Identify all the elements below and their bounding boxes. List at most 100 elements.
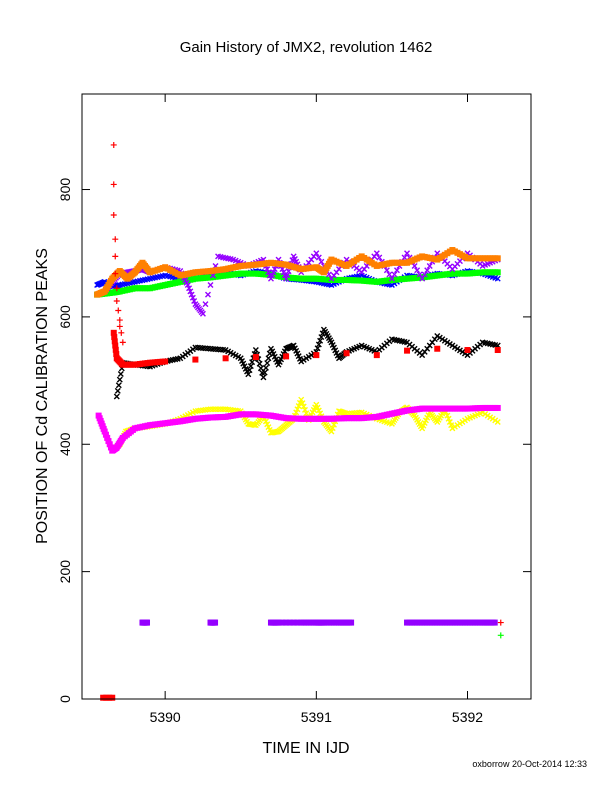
point-6-127 (315, 254, 322, 261)
point-6-157 (391, 271, 398, 278)
point-2-69 (256, 360, 263, 367)
point-9-21 (279, 619, 286, 626)
point-2-63 (249, 359, 256, 366)
point-8-9 (116, 317, 123, 324)
point-1-10 (106, 441, 113, 448)
series-7 (94, 247, 501, 298)
point-8-3 (112, 236, 119, 243)
point-3-33 (252, 354, 259, 361)
point-3-41 (494, 347, 501, 354)
point-7-186 (494, 255, 501, 262)
point-6-66 (199, 310, 206, 317)
point-8-4 (112, 253, 119, 260)
point-6-169 (421, 271, 428, 278)
series-1 (95, 404, 501, 454)
y-tick-label-2: 400 (57, 432, 73, 456)
series-2 (113, 326, 501, 400)
point-11-0 (100, 694, 107, 701)
x-axis-label: TIME IN IJD (262, 740, 349, 757)
point-6-156 (388, 275, 395, 282)
point-0-108 (298, 396, 305, 403)
point-0-105 (294, 406, 301, 413)
point-6-171 (426, 262, 433, 269)
point-6-67 (202, 301, 209, 308)
point-6-98 (270, 269, 277, 276)
point-1-9 (105, 438, 112, 445)
point-3-32 (222, 355, 229, 362)
point-6-97 (269, 272, 276, 279)
series-8 (110, 141, 504, 626)
point-6-56 (187, 288, 194, 295)
point-6-161 (401, 254, 408, 261)
point-2-2 (115, 382, 122, 389)
point-2-60 (245, 371, 252, 378)
point-0-228 (494, 418, 501, 425)
point-3-31 (192, 356, 199, 363)
series-5 (94, 269, 501, 298)
point-6-128 (318, 258, 325, 265)
point-6-166 (414, 267, 421, 274)
point-3-39 (434, 345, 441, 352)
footer-credit: oxborrow 20-Oct-2014 12:33 (472, 759, 587, 769)
point-0-206 (444, 412, 451, 419)
y-axis-label: POSITION OF Cd CALIBRATION PEAKS (34, 248, 51, 544)
point-8-11 (118, 329, 125, 336)
x-tick-label-1: 5391 (301, 709, 332, 725)
point-9-25 (294, 619, 301, 626)
point-6-168 (419, 275, 426, 282)
point-6-170 (424, 267, 431, 274)
point-3-3 (112, 342, 119, 349)
point-9-6 (144, 619, 151, 626)
point-8-6 (113, 285, 120, 292)
point-9-22 (283, 619, 290, 626)
point-6-99 (271, 266, 278, 273)
series-10 (497, 632, 504, 639)
point-8-1 (110, 181, 117, 188)
point-6-165 (411, 262, 418, 269)
y-tick-label-1: 200 (57, 560, 73, 584)
point-8-13 (497, 619, 504, 626)
point-6-154 (383, 267, 390, 274)
point-6-54 (184, 282, 191, 289)
point-9-23 (286, 619, 293, 626)
axis-ticks: 5390 5391 5392 0 200 400 600 800 (57, 94, 531, 725)
point-11-2 (106, 694, 113, 701)
point-3-2 (111, 338, 118, 345)
plot-marks (94, 141, 504, 701)
point-1-174 (494, 404, 501, 411)
point-8-7 (113, 297, 120, 304)
point-0-132 (328, 428, 335, 435)
point-8-8 (115, 307, 122, 314)
point-3-4 (112, 346, 119, 353)
point-6-93 (264, 266, 271, 273)
point-11-1 (103, 694, 110, 701)
point-6-59 (191, 297, 198, 304)
point-3-1 (111, 334, 118, 341)
chart-title: Gain History of JMX2, revolution 1462 (180, 39, 433, 56)
y-tick-label-4: 800 (57, 178, 73, 202)
point-3-35 (313, 352, 320, 359)
point-11-3 (109, 694, 116, 701)
point-9-50 (348, 619, 355, 626)
y-tick-label-0: 0 (57, 695, 73, 703)
point-0-111 (301, 406, 308, 413)
point-1-7 (102, 431, 109, 438)
point-2-76 (265, 355, 272, 362)
point-0-208 (446, 418, 453, 425)
point-6-151 (376, 254, 383, 261)
point-1-6 (101, 428, 108, 435)
point-0-207 (445, 415, 452, 422)
point-6-106 (280, 269, 287, 276)
point-6-69 (207, 282, 214, 289)
point-2-3 (116, 376, 123, 383)
point-0-134 (330, 421, 337, 428)
point-9-24 (290, 619, 297, 626)
point-6-167 (416, 271, 423, 278)
point-0-209 (448, 422, 455, 429)
point-5-162 (494, 269, 501, 276)
point-2-4 (117, 371, 124, 377)
point-6-58 (189, 294, 196, 301)
point-2-74 (262, 364, 269, 371)
point-6-57 (188, 291, 195, 298)
